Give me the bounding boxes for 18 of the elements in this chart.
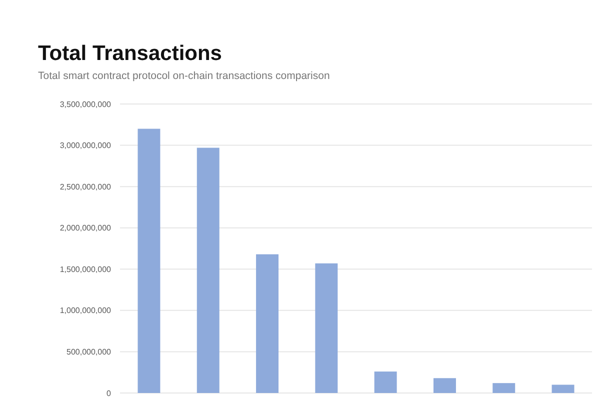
bar xyxy=(138,128,160,393)
y-tick-label: 3,500,000,000 xyxy=(60,100,112,109)
bar xyxy=(552,384,574,393)
bar xyxy=(492,383,516,393)
y-tick-label: 500,000,000 xyxy=(66,348,112,357)
y-tick-label: 3,000,000,000 xyxy=(60,141,112,150)
chart-subtitle: Total smart contract protocol on-chain transactions comparison xyxy=(38,70,330,82)
bar xyxy=(315,263,338,393)
bar xyxy=(374,372,397,393)
y-tick-label: 0 xyxy=(106,388,112,398)
bar xyxy=(196,148,220,393)
y-tick-label: 1,000,000,000 xyxy=(60,306,112,316)
bar xyxy=(433,378,456,393)
bar xyxy=(256,254,279,393)
y-tick-label: 2,000,000,000 xyxy=(60,224,112,233)
y-tick-label: 2,500,000,000 xyxy=(60,182,112,192)
y-tick-label: 1,500,000,000 xyxy=(60,264,112,274)
chart-title: Total Transactions xyxy=(38,42,222,65)
